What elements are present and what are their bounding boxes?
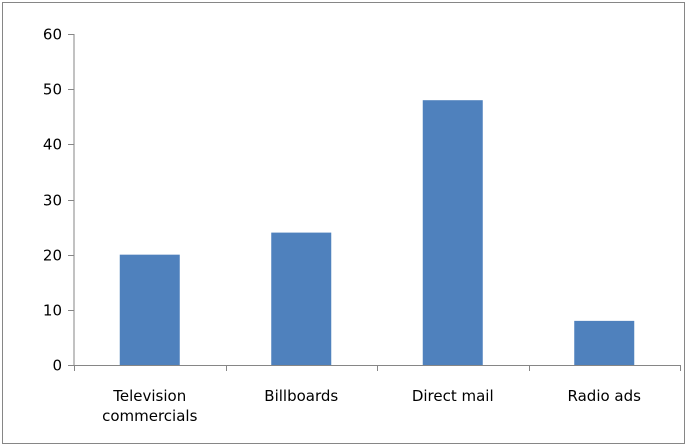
y-tick-label: 0 — [52, 357, 62, 375]
x-category-label: Radio ads — [568, 387, 642, 405]
y-tick-label: 30 — [43, 192, 62, 210]
y-tick-label: 50 — [43, 81, 62, 99]
x-category-label: Direct mail — [412, 387, 494, 405]
bars — [119, 100, 635, 365]
y-tick-label: 40 — [43, 136, 62, 154]
bar — [574, 320, 635, 365]
bar — [271, 232, 332, 365]
x-category-label: Television — [112, 387, 186, 405]
x-category-label: commercials — [102, 407, 197, 425]
y-tick-label: 10 — [43, 302, 62, 320]
bar — [422, 100, 483, 365]
bar — [119, 254, 180, 365]
x-axis — [74, 365, 681, 371]
category-labels: Television commercials Billboards Direct ma… — [102, 387, 641, 425]
y-axis: 0 10 20 30 40 50 60 — [43, 26, 75, 375]
y-tick-label: 20 — [43, 247, 62, 265]
y-tick-label: 60 — [43, 26, 62, 44]
x-category-label: Billboards — [264, 387, 338, 405]
chart-area — [2, 2, 685, 444]
